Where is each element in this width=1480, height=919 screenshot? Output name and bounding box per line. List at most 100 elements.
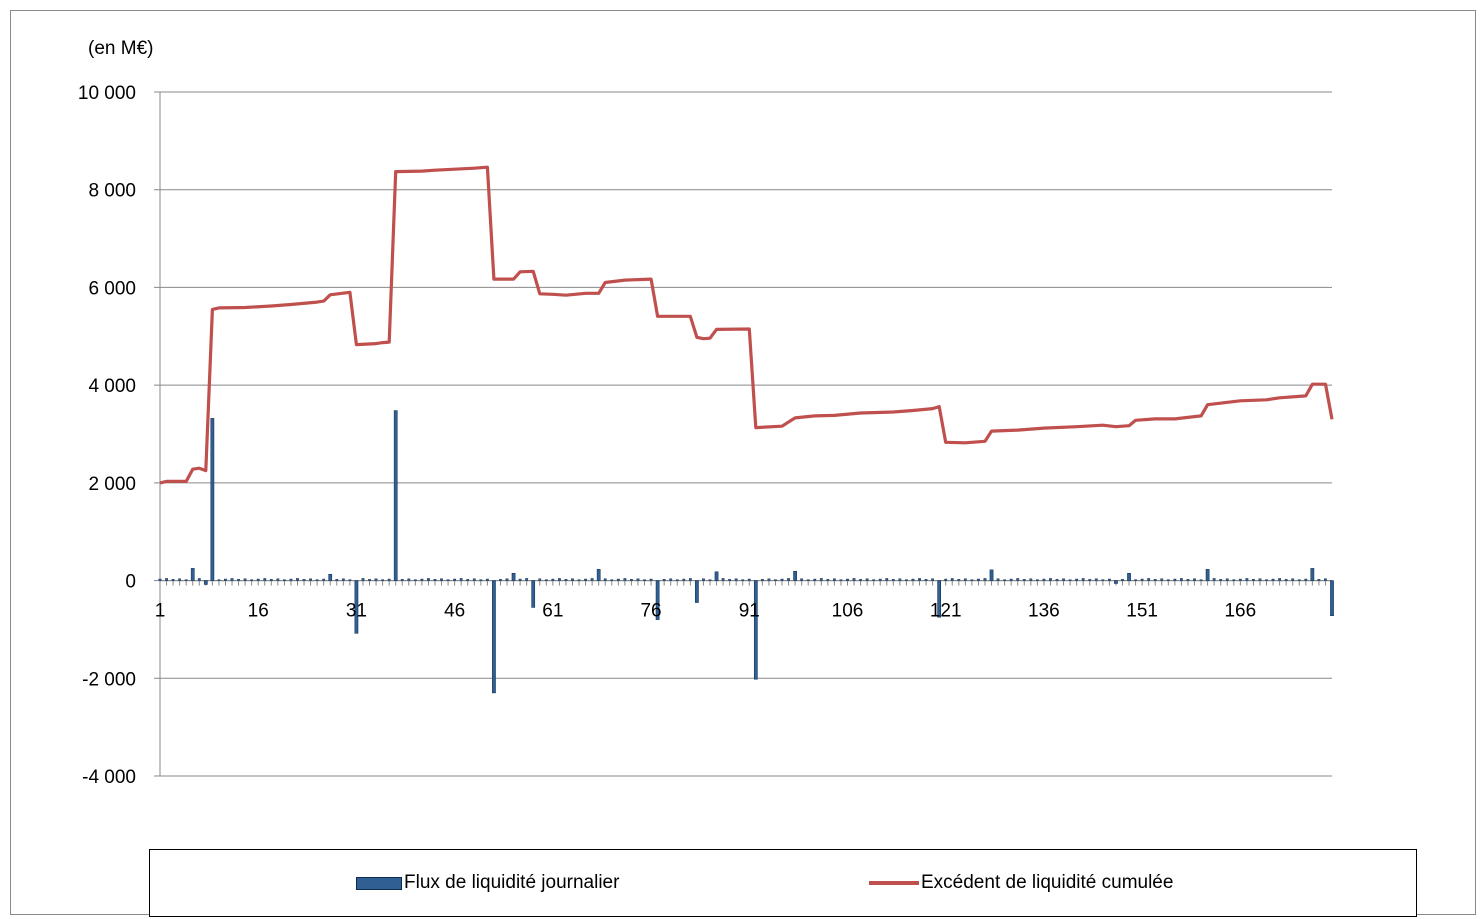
bar-minor (440, 578, 443, 581)
bar-minor (813, 578, 817, 581)
bar-minor (1101, 579, 1105, 581)
bar-minor (623, 578, 627, 581)
bar-minor (1180, 578, 1183, 581)
bar (989, 569, 994, 581)
bar-minor (1252, 579, 1255, 581)
bar-minor (721, 578, 725, 581)
bar-minor (466, 579, 470, 581)
bar-minor (197, 578, 201, 581)
bar (1310, 568, 1315, 581)
legend-item-bars: Flux de liquidité journalier (356, 872, 619, 894)
bar (1127, 572, 1131, 581)
bar (393, 410, 398, 581)
bar-minor (885, 578, 889, 581)
bar-minor (387, 578, 391, 581)
bar-minor (767, 578, 771, 581)
bar (328, 573, 333, 581)
bar-minor (322, 578, 326, 581)
bar-minor (315, 579, 319, 581)
x-tick-label: 1 (155, 601, 166, 622)
bar-minor (1075, 578, 1079, 581)
bar-minor (1265, 579, 1268, 581)
bar-minor (544, 579, 548, 581)
bar-minor (630, 579, 633, 581)
bar-minor (970, 579, 974, 581)
bar-minor (734, 578, 738, 581)
bar-minor (747, 578, 751, 581)
bar-minor (957, 579, 961, 581)
bar-minor (400, 579, 404, 581)
x-tick-label: 136 (1028, 601, 1060, 622)
bar (714, 571, 719, 581)
bar (210, 418, 215, 581)
bar-minor (1271, 578, 1275, 581)
bar-minor (865, 578, 869, 581)
bar-minor (675, 579, 679, 581)
bar-minor (256, 578, 260, 581)
bar-minor (230, 578, 234, 581)
bar-minor (433, 579, 437, 581)
x-tick-label: 151 (1126, 601, 1158, 622)
bar (793, 571, 797, 581)
bar-minor (839, 579, 843, 581)
bar-minor (1304, 578, 1308, 581)
bar-minor (374, 578, 378, 581)
bar-minor (931, 578, 935, 581)
bar-minor (158, 578, 162, 581)
bar (190, 568, 195, 581)
bar-minor (1317, 579, 1321, 581)
bar-minor (184, 579, 188, 581)
bar-minor (872, 579, 876, 581)
x-tick-label: 76 (640, 601, 661, 622)
y-tick-label: 10 000 (78, 83, 136, 104)
bar-minor (898, 578, 902, 581)
bar-minor (878, 578, 882, 581)
y-tick-label: 8 000 (88, 181, 136, 202)
x-tick-label: 91 (739, 601, 760, 622)
bar-minor (774, 579, 777, 581)
bar-minor (1245, 578, 1249, 581)
x-tick-label: 106 (832, 601, 864, 622)
bar-minor (1225, 578, 1229, 581)
bar-minor (499, 579, 502, 581)
y-tick-label: 4 000 (88, 376, 136, 397)
bar-minor (918, 578, 921, 581)
bar-minor (846, 578, 849, 581)
bar-minor (1212, 578, 1216, 581)
bar-minor (407, 578, 411, 581)
x-tick-label: 61 (542, 601, 563, 622)
bar-minor (1166, 579, 1170, 581)
bar-minor (1291, 578, 1295, 581)
legend-item-line: Excédent de liquidité cumulée (869, 872, 1173, 894)
bar-minor (518, 578, 522, 581)
bar (695, 580, 699, 603)
bar-minor (276, 578, 280, 581)
bar-minor (1297, 579, 1301, 581)
bar-minor (505, 578, 509, 581)
bar-minor (413, 579, 417, 581)
bar-minor (1049, 578, 1052, 581)
bar-minor (983, 578, 987, 581)
x-tick-label: 46 (444, 601, 465, 622)
bar-minor (453, 578, 457, 581)
bar (203, 580, 208, 585)
x-tick-label: 16 (248, 601, 269, 622)
bar-minor (309, 578, 312, 581)
bar-minor (1121, 579, 1124, 581)
bar (596, 569, 601, 581)
legend-label-line: Excédent de liquidité cumulée (921, 872, 1174, 893)
bar-minor (1055, 579, 1059, 581)
bar (354, 580, 359, 634)
bar-minor (296, 578, 299, 581)
bar-minor (571, 578, 574, 581)
bar-minor (1186, 579, 1190, 581)
y-tick-label: 0 (125, 572, 136, 593)
bar-minor (977, 578, 980, 581)
bar-minor (479, 579, 483, 581)
bar-minor (590, 578, 594, 581)
x-tick-label: 31 (346, 601, 367, 622)
bar-minor (427, 578, 430, 581)
bar-minor (459, 578, 463, 581)
bar-minor (1284, 579, 1288, 581)
